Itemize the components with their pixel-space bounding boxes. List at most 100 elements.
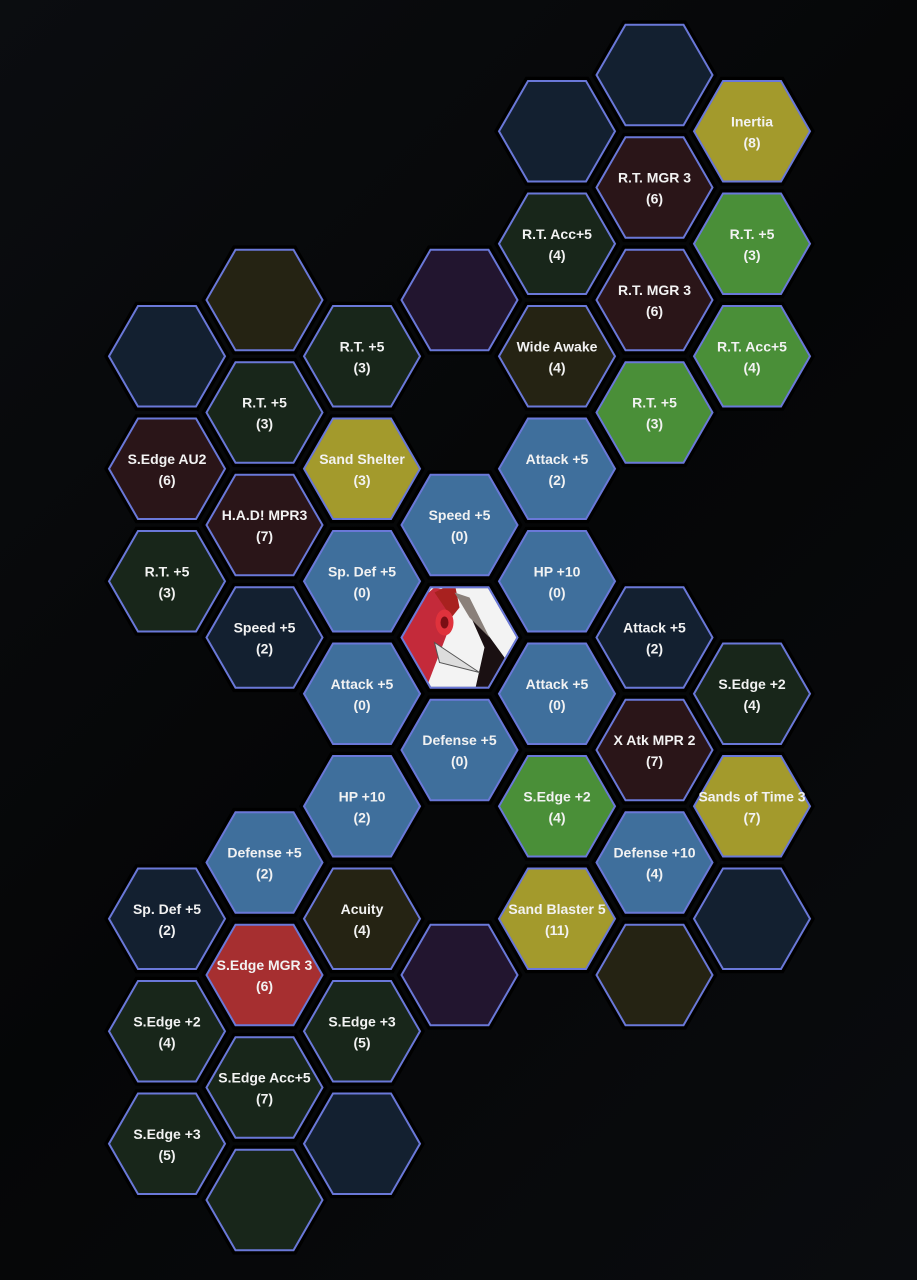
tile-energy-cost: (0) — [353, 584, 370, 600]
sync-tile[interactable]: Sand Blaster 5 (11) — [494, 864, 620, 974]
sync-tile[interactable]: Inertia (8) — [689, 76, 815, 186]
tile-hexagon — [302, 417, 422, 520]
tile-hexagon — [692, 867, 812, 970]
tile-label: S.Edge +3 — [133, 1126, 201, 1142]
sync-tile[interactable]: S.Edge Acc+5 (7) — [201, 1032, 328, 1143]
tile-hexagon — [302, 980, 422, 1083]
sync-tile[interactable]: R.T. +5 (3) — [299, 301, 425, 411]
tile-hexagon — [107, 417, 227, 520]
tile-energy-cost: (4) — [353, 922, 370, 938]
sync-tile[interactable]: R.T. +5 (3) — [689, 189, 815, 299]
sync-tile[interactable]: Attack +5 (2) — [591, 582, 718, 693]
sync-tile[interactable]: S.Edge MGR 3 (6) — [201, 920, 328, 1030]
empty-sync-tile[interactable] — [299, 1089, 425, 1199]
sync-tile[interactable]: Sp. Def +5 (0) — [299, 526, 425, 636]
tile-label: Sand Blaster 5 — [508, 901, 605, 917]
tile-hexagon — [497, 305, 617, 408]
tile-label: Attack +5 — [526, 451, 589, 467]
sync-tile[interactable]: HP +10 (2) — [299, 751, 425, 861]
tile-energy-cost: (4) — [548, 809, 565, 825]
tile-hexagon — [302, 1092, 422, 1195]
sync-tile[interactable]: Defense +5 (2) — [201, 807, 328, 918]
empty-sync-tile[interactable] — [201, 1145, 328, 1255]
tile-energy-cost: (4) — [743, 359, 760, 375]
tile-energy-cost: (11) — [545, 922, 569, 938]
tile-label: S.Edge +3 — [328, 1013, 396, 1029]
sync-tile[interactable]: Speed +5 (2) — [201, 582, 328, 693]
sync-tile[interactable]: R.T. Acc+5 (4) — [494, 189, 620, 299]
tile-label: R.T. MGR 3 — [618, 170, 691, 186]
empty-sync-tile[interactable] — [591, 20, 718, 130]
sync-tile[interactable]: Sand Shelter (3) — [299, 414, 425, 524]
sync-tile[interactable]: R.T. MGR 3 (6) — [591, 132, 718, 243]
tile-label: S.Edge Acc+5 — [218, 1070, 311, 1086]
tile-energy-cost: (3) — [743, 247, 760, 263]
empty-sync-tile[interactable] — [396, 920, 523, 1030]
sync-tile[interactable]: Attack +5 (2) — [494, 414, 620, 524]
tile-hexagon — [205, 361, 324, 464]
tile-energy-cost: (0) — [548, 584, 565, 600]
tile-hexagon — [107, 867, 227, 970]
tile-hexagon — [595, 23, 714, 127]
empty-sync-tile[interactable] — [396, 245, 523, 355]
tile-label: R.T. Acc+5 — [522, 226, 592, 242]
sync-tile[interactable]: R.T. +5 (3) — [591, 357, 718, 468]
tile-hexagon — [205, 923, 324, 1027]
tile-energy-cost: (2) — [353, 809, 370, 825]
pokemon-portrait-icon[interactable] — [396, 582, 523, 693]
tile-label: HP +10 — [534, 563, 581, 579]
sync-tile[interactable]: HP +10 (0) — [494, 526, 620, 636]
sync-tile[interactable]: S.Edge +3 (5) — [299, 976, 425, 1086]
sync-tile[interactable]: R.T. Acc+5 (4) — [689, 301, 815, 411]
sync-tile[interactable]: Wide Awake (4) — [494, 301, 620, 411]
tile-hexagon — [497, 867, 617, 970]
tile-energy-cost: (3) — [353, 359, 370, 375]
sync-tile[interactable]: R.T. +5 (3) — [104, 526, 230, 636]
sync-tile[interactable]: R.T. MGR 3 (6) — [591, 245, 718, 355]
tile-energy-cost: (2) — [256, 641, 273, 657]
tile-hexagon — [692, 305, 812, 408]
tile-hexagon — [107, 530, 227, 633]
sync-tile[interactable]: S.Edge +2 (4) — [104, 976, 230, 1086]
sync-tile[interactable]: S.Edge +3 (5) — [104, 1089, 230, 1199]
sync-tile[interactable]: X Atk MPR 2 (7) — [591, 695, 718, 805]
sync-tile[interactable]: Speed +5 (0) — [396, 470, 523, 580]
tile-energy-cost: (0) — [451, 528, 468, 544]
tile-hexagon — [595, 586, 714, 689]
tile-hexagon — [302, 530, 422, 633]
tile-label: Sp. Def +5 — [133, 901, 201, 917]
tile-label: H.A.D! MPR3 — [222, 507, 308, 523]
sync-tile[interactable]: H.A.D! MPR3 (7) — [201, 470, 328, 580]
tile-label: HP +10 — [339, 788, 386, 804]
sync-tile[interactable]: Sands of Time 3 (7) — [689, 751, 815, 861]
empty-sync-tile[interactable] — [689, 864, 815, 974]
tile-hexagon — [205, 473, 324, 577]
sync-tile[interactable]: S.Edge AU2 (6) — [104, 414, 230, 524]
tile-label: R.T. +5 — [632, 395, 677, 411]
sync-tile[interactable]: R.T. +5 (3) — [201, 357, 328, 468]
tile-hexagon — [595, 923, 714, 1027]
tile-label: S.Edge +2 — [718, 676, 786, 692]
sync-tile[interactable]: Defense +5 (0) — [396, 695, 523, 805]
sync-tile[interactable]: S.Edge +2 (4) — [689, 639, 815, 749]
sync-tile[interactable]: Acuity (4) — [299, 864, 425, 974]
empty-sync-tile[interactable] — [201, 245, 328, 355]
empty-sync-tile[interactable] — [494, 76, 620, 186]
sync-tile[interactable]: Attack +5 (0) — [299, 639, 425, 749]
tile-label: R.T. +5 — [145, 563, 190, 579]
sync-tile[interactable]: Sp. Def +5 (2) — [104, 864, 230, 974]
sync-tile[interactable]: S.Edge +2 (4) — [494, 751, 620, 861]
tile-label: S.Edge +2 — [133, 1013, 201, 1029]
tile-hexagon — [400, 923, 519, 1027]
empty-sync-tile[interactable] — [591, 920, 718, 1030]
tile-energy-cost: (3) — [256, 416, 273, 432]
sync-tile[interactable]: Attack +5 (0) — [494, 639, 620, 749]
tile-hexagon — [497, 642, 617, 745]
sync-tile[interactable]: Defense +10 (4) — [591, 807, 718, 918]
empty-sync-tile[interactable] — [104, 301, 230, 411]
tile-hexagon — [302, 305, 422, 408]
tile-label: Attack +5 — [623, 620, 686, 636]
tile-label: R.T. +5 — [340, 338, 385, 354]
